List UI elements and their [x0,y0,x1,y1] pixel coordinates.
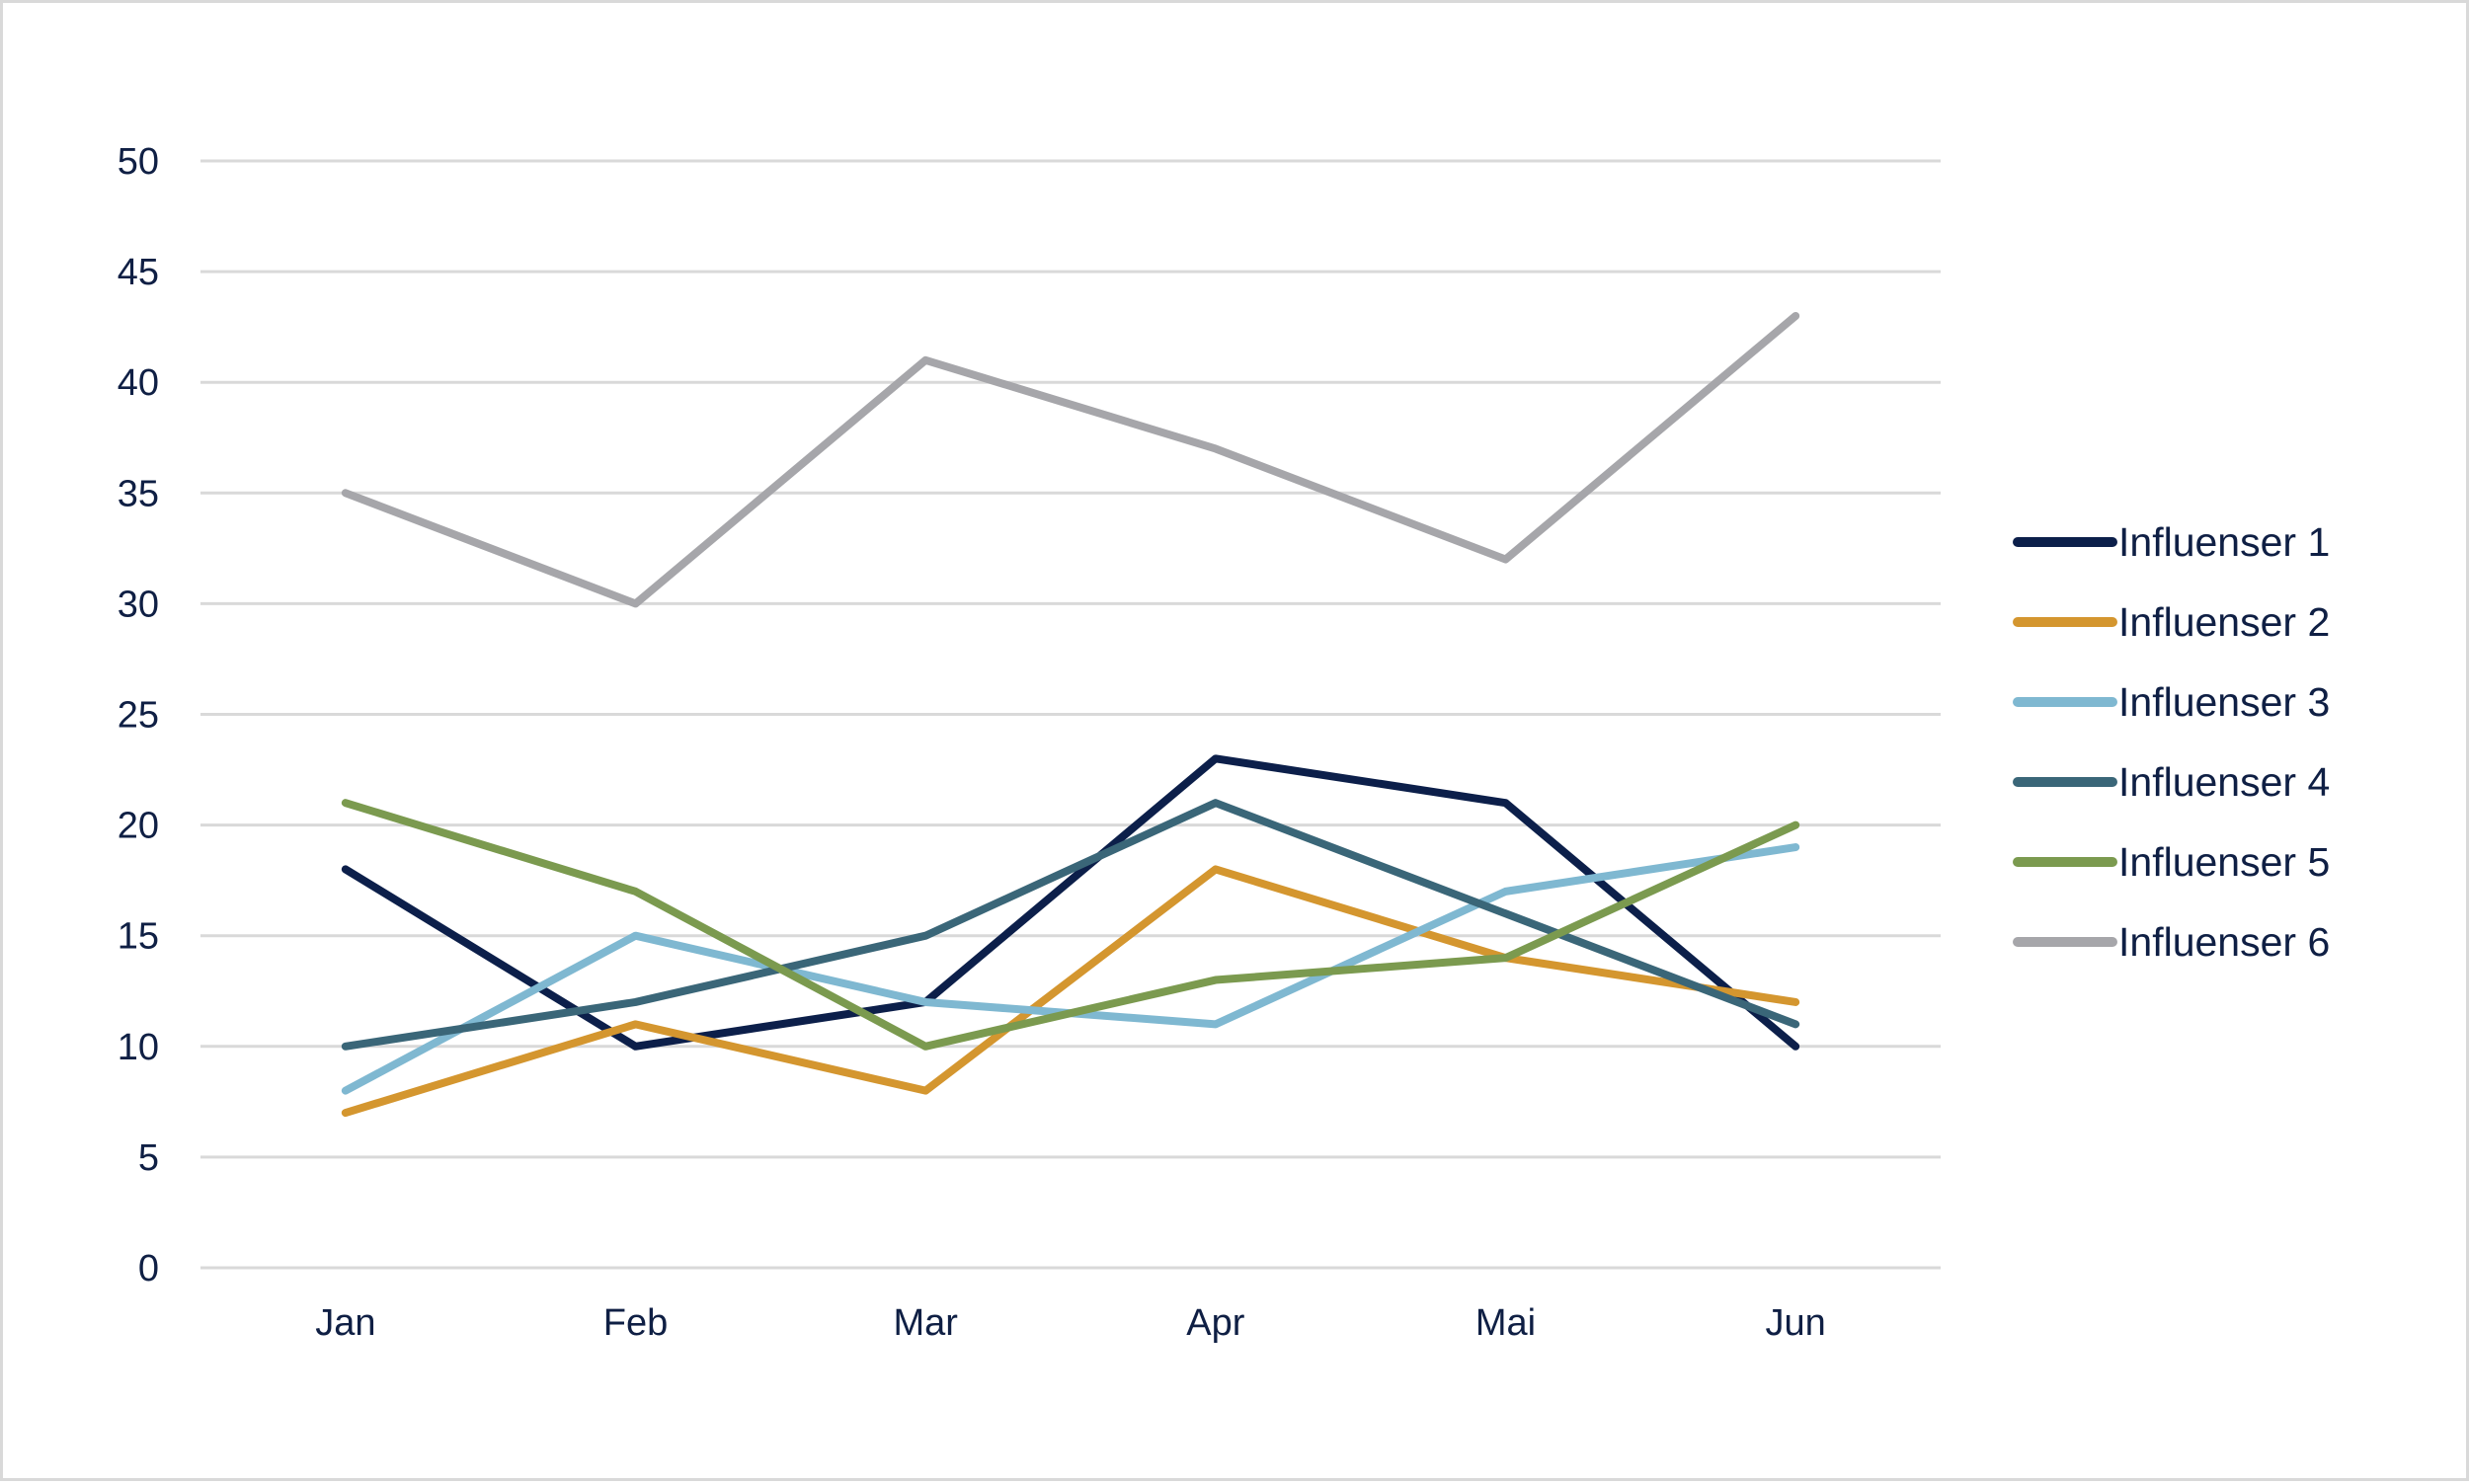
legend-label: Influenser 6 [2118,919,2330,965]
series-line-6 [341,311,1800,608]
legend-item-3: Influenser 3 [2013,679,2330,725]
x-tick-label: Apr [1186,1302,1244,1344]
legend-label: Influenser 1 [2118,519,2330,565]
x-tick-label: Mar [893,1302,958,1344]
x-tick-label: Jun [1766,1302,1826,1344]
legend-item-2: Influenser 2 [2013,599,2330,645]
y-tick-label: 30 [118,584,159,625]
legend-label: Influenser 2 [2118,599,2330,645]
y-tick-label: 15 [118,916,159,958]
series-line-1 [341,754,1800,1051]
x-tick-label: Mai [1475,1302,1536,1344]
y-tick-label: 40 [118,362,159,404]
y-tick-label: 50 [118,141,159,183]
series-lines [341,311,1800,1118]
x-tick-label: Jan [315,1302,375,1344]
legend-item-5: Influenser 5 [2013,839,2330,885]
series-line-5 [341,799,1800,1051]
y-tick-label: 10 [118,1027,159,1068]
series-line-2 [341,865,1800,1118]
y-tick-label: 25 [118,695,159,737]
x-tick-label: Feb [603,1302,668,1344]
legend-item-1: Influenser 1 [2013,519,2330,565]
legend-item-6: Influenser 6 [2013,919,2330,965]
y-tick-label: 20 [118,806,159,847]
legend-label: Influenser 3 [2118,679,2330,725]
legend: Influenser 1 Influenser 2 Influenser 3 Infl… [2013,519,2330,965]
x-axis-ticks: Jan Feb Mar Apr Mai Jun [315,1302,1826,1344]
y-tick-label: 0 [138,1248,159,1289]
legend-label: Influenser 4 [2118,759,2330,805]
y-tick-label: 45 [118,252,159,293]
y-tick-label: 35 [118,473,159,514]
gridlines [200,159,1941,1270]
legend-label: Influenser 5 [2118,839,2330,885]
y-tick-label: 5 [138,1137,159,1179]
y-axis-ticks: 0 5 10 15 20 25 30 35 40 45 50 [118,141,159,1289]
legend-item-4: Influenser 4 [2013,759,2330,805]
